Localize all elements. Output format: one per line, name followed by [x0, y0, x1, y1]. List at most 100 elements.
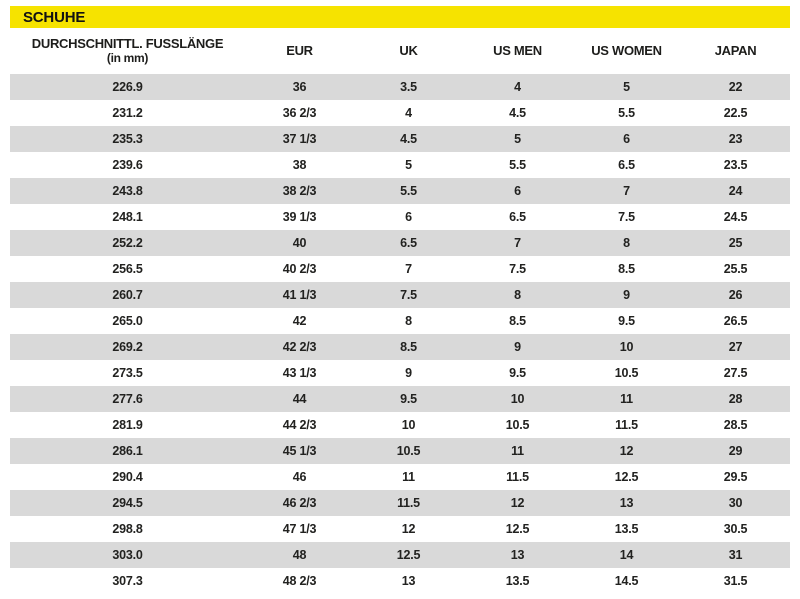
table-cell: 14	[619, 548, 634, 562]
table-cell: 22.5	[723, 106, 748, 120]
column-header-japan: JAPAN	[714, 42, 757, 58]
table-row: 252.2 40 6.5 7 8 25	[10, 230, 790, 256]
table-row: 235.3 37 1/3 4.5 5 6 23	[10, 126, 790, 152]
table-row: 277.6 44 9.5 10 11 28	[10, 386, 790, 412]
table-cell: 5	[405, 158, 412, 172]
table-cell: 5.5	[400, 184, 417, 198]
table-cell: 6.5	[400, 236, 417, 250]
table-cell: 9	[623, 288, 630, 302]
table-cell: 243.8	[112, 184, 143, 198]
table-cell: 235.3	[112, 132, 143, 146]
table-row: 256.5 40 2/3 7 7.5 8.5 25.5	[10, 256, 790, 282]
table-cell: 22	[728, 80, 743, 94]
table-cell: 10.5	[614, 366, 639, 380]
table-cell: 30.5	[723, 522, 748, 536]
table-cell: 38	[292, 158, 307, 172]
table-cell: 11	[402, 470, 415, 484]
column-header-footlength: DURCHSCHNITTL. FUSSLÄNGE (in mm)	[10, 36, 245, 66]
table-cell: 6.5	[509, 210, 526, 224]
table-cell: 37 1/3	[282, 132, 317, 146]
table-cell: 5	[623, 80, 630, 94]
table-cell: 25.5	[723, 262, 748, 276]
table-cell: 10	[401, 418, 416, 432]
table-cell: 10.5	[505, 418, 530, 432]
table-row: 273.5 43 1/3 9 9.5 10.5 27.5	[10, 360, 790, 386]
table-cell: 31.5	[723, 574, 748, 588]
table-cell: 36	[292, 80, 307, 94]
table-cell: 231.2	[112, 106, 143, 120]
table-cell: 39 1/3	[282, 210, 317, 224]
table-cell: 10	[510, 392, 525, 406]
table-cell: 40 2/3	[282, 262, 317, 276]
table-cell: 8.5	[618, 262, 635, 276]
table-cell: 265.0	[112, 314, 143, 328]
table-cell: 7	[514, 236, 521, 250]
table-cell: 27.5	[723, 366, 748, 380]
table-cell: 248.1	[112, 210, 143, 224]
table-cell: 31	[728, 548, 743, 562]
shoe-size-chart: SCHUHE DURCHSCHNITTL. FUSSLÄNGE (in mm) …	[10, 6, 790, 594]
table-row: 298.8 47 1/3 12 12.5 13.5 30.5	[10, 516, 790, 542]
table-row: 226.9 36 3.5 4 5 22	[10, 74, 790, 100]
table-row: 286.1 45 1/3 10.5 11 12 29	[10, 438, 790, 464]
table-cell: 44	[292, 392, 307, 406]
table-cell: 303.0	[112, 548, 143, 562]
table-cell: 273.5	[112, 366, 143, 380]
column-header-uk: UK	[399, 42, 418, 58]
table-cell: 12	[619, 444, 634, 458]
table-cell: 40	[292, 236, 307, 250]
table-cell: 8.5	[400, 340, 417, 354]
table-cell: 8	[405, 314, 412, 328]
table-cell: 26.5	[723, 314, 748, 328]
table-row: 231.2 36 2/3 4 4.5 5.5 22.5	[10, 100, 790, 126]
table-cell: 9	[514, 340, 521, 354]
table-cell: 7.5	[400, 288, 417, 302]
table-cell: 24	[728, 184, 743, 198]
table-cell: 11.5	[615, 418, 638, 432]
table-cell: 13.5	[505, 574, 530, 588]
table-cell: 9.5	[509, 366, 526, 380]
table-cell: 6	[514, 184, 521, 198]
table-cell: 6	[405, 210, 412, 224]
table-cell: 27	[728, 340, 743, 354]
table-cell: 36 2/3	[282, 106, 317, 120]
table-row: 269.2 42 2/3 8.5 9 10 27	[10, 334, 790, 360]
table-cell: 307.3	[112, 574, 143, 588]
table-cell: 29.5	[723, 470, 748, 484]
table-cell: 7	[405, 262, 412, 276]
table-cell: 28	[728, 392, 743, 406]
table-cell: 5.5	[618, 106, 635, 120]
chart-title: SCHUHE	[23, 8, 86, 26]
column-header-us-women: US WOMEN	[591, 42, 662, 58]
table-cell: 4	[514, 80, 521, 94]
table-row: 260.7 41 1/3 7.5 8 9 26	[10, 282, 790, 308]
table-cell: 48 2/3	[282, 574, 317, 588]
table-cell: 290.4	[112, 470, 143, 484]
table-cell: 46	[292, 470, 307, 484]
table-cell: 294.5	[112, 496, 143, 510]
table-cell: 252.2	[112, 236, 143, 250]
table-cell: 13	[510, 548, 525, 562]
table-cell: 7.5	[618, 210, 635, 224]
table-row: 239.6 38 5 5.5 6.5 23.5	[10, 152, 790, 178]
table-cell: 4	[405, 106, 412, 120]
table-cell: 12.5	[505, 522, 530, 536]
table-cell: 25	[728, 236, 743, 250]
table-cell: 298.8	[112, 522, 143, 536]
table-row: 243.8 38 2/3 5.5 6 7 24	[10, 178, 790, 204]
table-cell: 239.6	[112, 158, 143, 172]
column-header-us-men: US MEN	[493, 42, 542, 58]
table-cell: 10	[619, 340, 634, 354]
table-cell: 7.5	[509, 262, 526, 276]
table-cell: 44 2/3	[282, 418, 317, 432]
table-cell: 29	[728, 444, 743, 458]
table-row: 290.4 46 11 11.5 12.5 29.5	[10, 464, 790, 490]
table-cell: 12	[510, 496, 525, 510]
table-cell: 26	[728, 288, 743, 302]
table-cell: 281.9	[112, 418, 143, 432]
table-cell: 5	[514, 132, 521, 146]
table-cell: 269.2	[112, 340, 143, 354]
table-cell: 9	[405, 366, 412, 380]
table-cell: 11.5	[397, 496, 420, 510]
table-cell: 42	[292, 314, 307, 328]
